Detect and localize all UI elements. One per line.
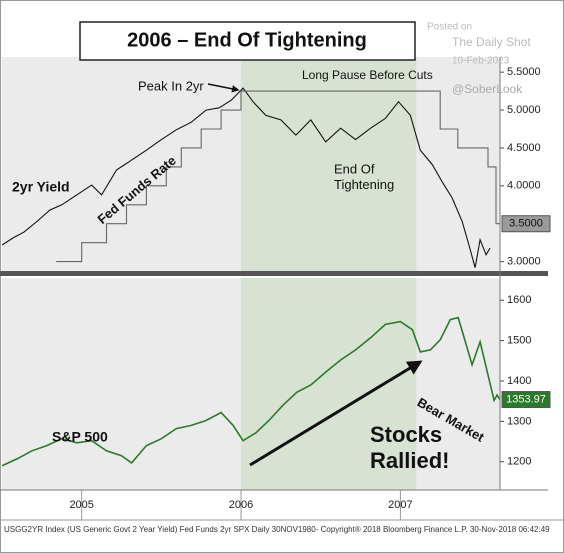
y-tick-label: 1500 <box>507 334 531 346</box>
annotation: Rallied! <box>370 448 449 473</box>
y-tick-label: 1200 <box>507 456 531 468</box>
watermark: 10-Feb-2023 <box>452 56 510 67</box>
y-tick-label: 4.5000 <box>507 142 541 154</box>
x-tick-label: 2006 <box>229 499 253 511</box>
watermark: @SoberLook <box>452 82 523 96</box>
value-label: 3.5000 <box>509 218 543 230</box>
annotation: 2yr Yield <box>12 179 70 195</box>
value-label-box <box>501 215 551 233</box>
series-group <box>2 87 500 268</box>
arrow <box>249 360 423 467</box>
y-tick-label: 5.5000 <box>507 66 541 78</box>
y-tick-label: 1300 <box>507 415 531 427</box>
x-tick-label: 2007 <box>388 499 412 511</box>
watermark: Posted on <box>427 22 472 33</box>
annotation: S&P 500 <box>52 429 108 445</box>
value-label: 1353.97 <box>506 393 546 405</box>
annotation: End Of <box>334 161 375 176</box>
annotation: Long Pause Before Cuts <box>302 68 433 82</box>
y-tick-label: 5.0000 <box>507 104 541 116</box>
shaded-period <box>241 57 417 273</box>
chart-title: 2006 – End Of Tightening <box>127 29 367 51</box>
y-tick-label: 4.0000 <box>507 180 541 192</box>
plot-layer: 5.5000 5.0000 4.5000 4.0000 3.0000 3.5000 2yr … <box>0 57 564 521</box>
y-tick-label: 1400 <box>507 375 531 387</box>
y-tick-label: 1600 <box>507 294 531 306</box>
annotation: Tightening <box>334 177 394 192</box>
arrow <box>207 83 240 93</box>
series-line <box>2 316 500 467</box>
series-line <box>56 90 500 263</box>
shaded-period <box>241 278 417 490</box>
series-line <box>2 87 491 268</box>
y-tick-label: 3.0000 <box>507 256 541 268</box>
annotation: Peak In 2yr <box>138 78 204 93</box>
footer: USGG2YR Index (US Generic Govt 2 Year Yi… <box>4 525 550 534</box>
annotation: Stocks <box>370 422 442 447</box>
watermark: The Daily Shot <box>452 35 531 49</box>
title-box <box>79 21 416 61</box>
x-tick-label: 2005 <box>69 499 93 511</box>
series-group <box>2 316 500 467</box>
value-label-box <box>501 391 551 409</box>
panel-separator <box>0 271 548 276</box>
